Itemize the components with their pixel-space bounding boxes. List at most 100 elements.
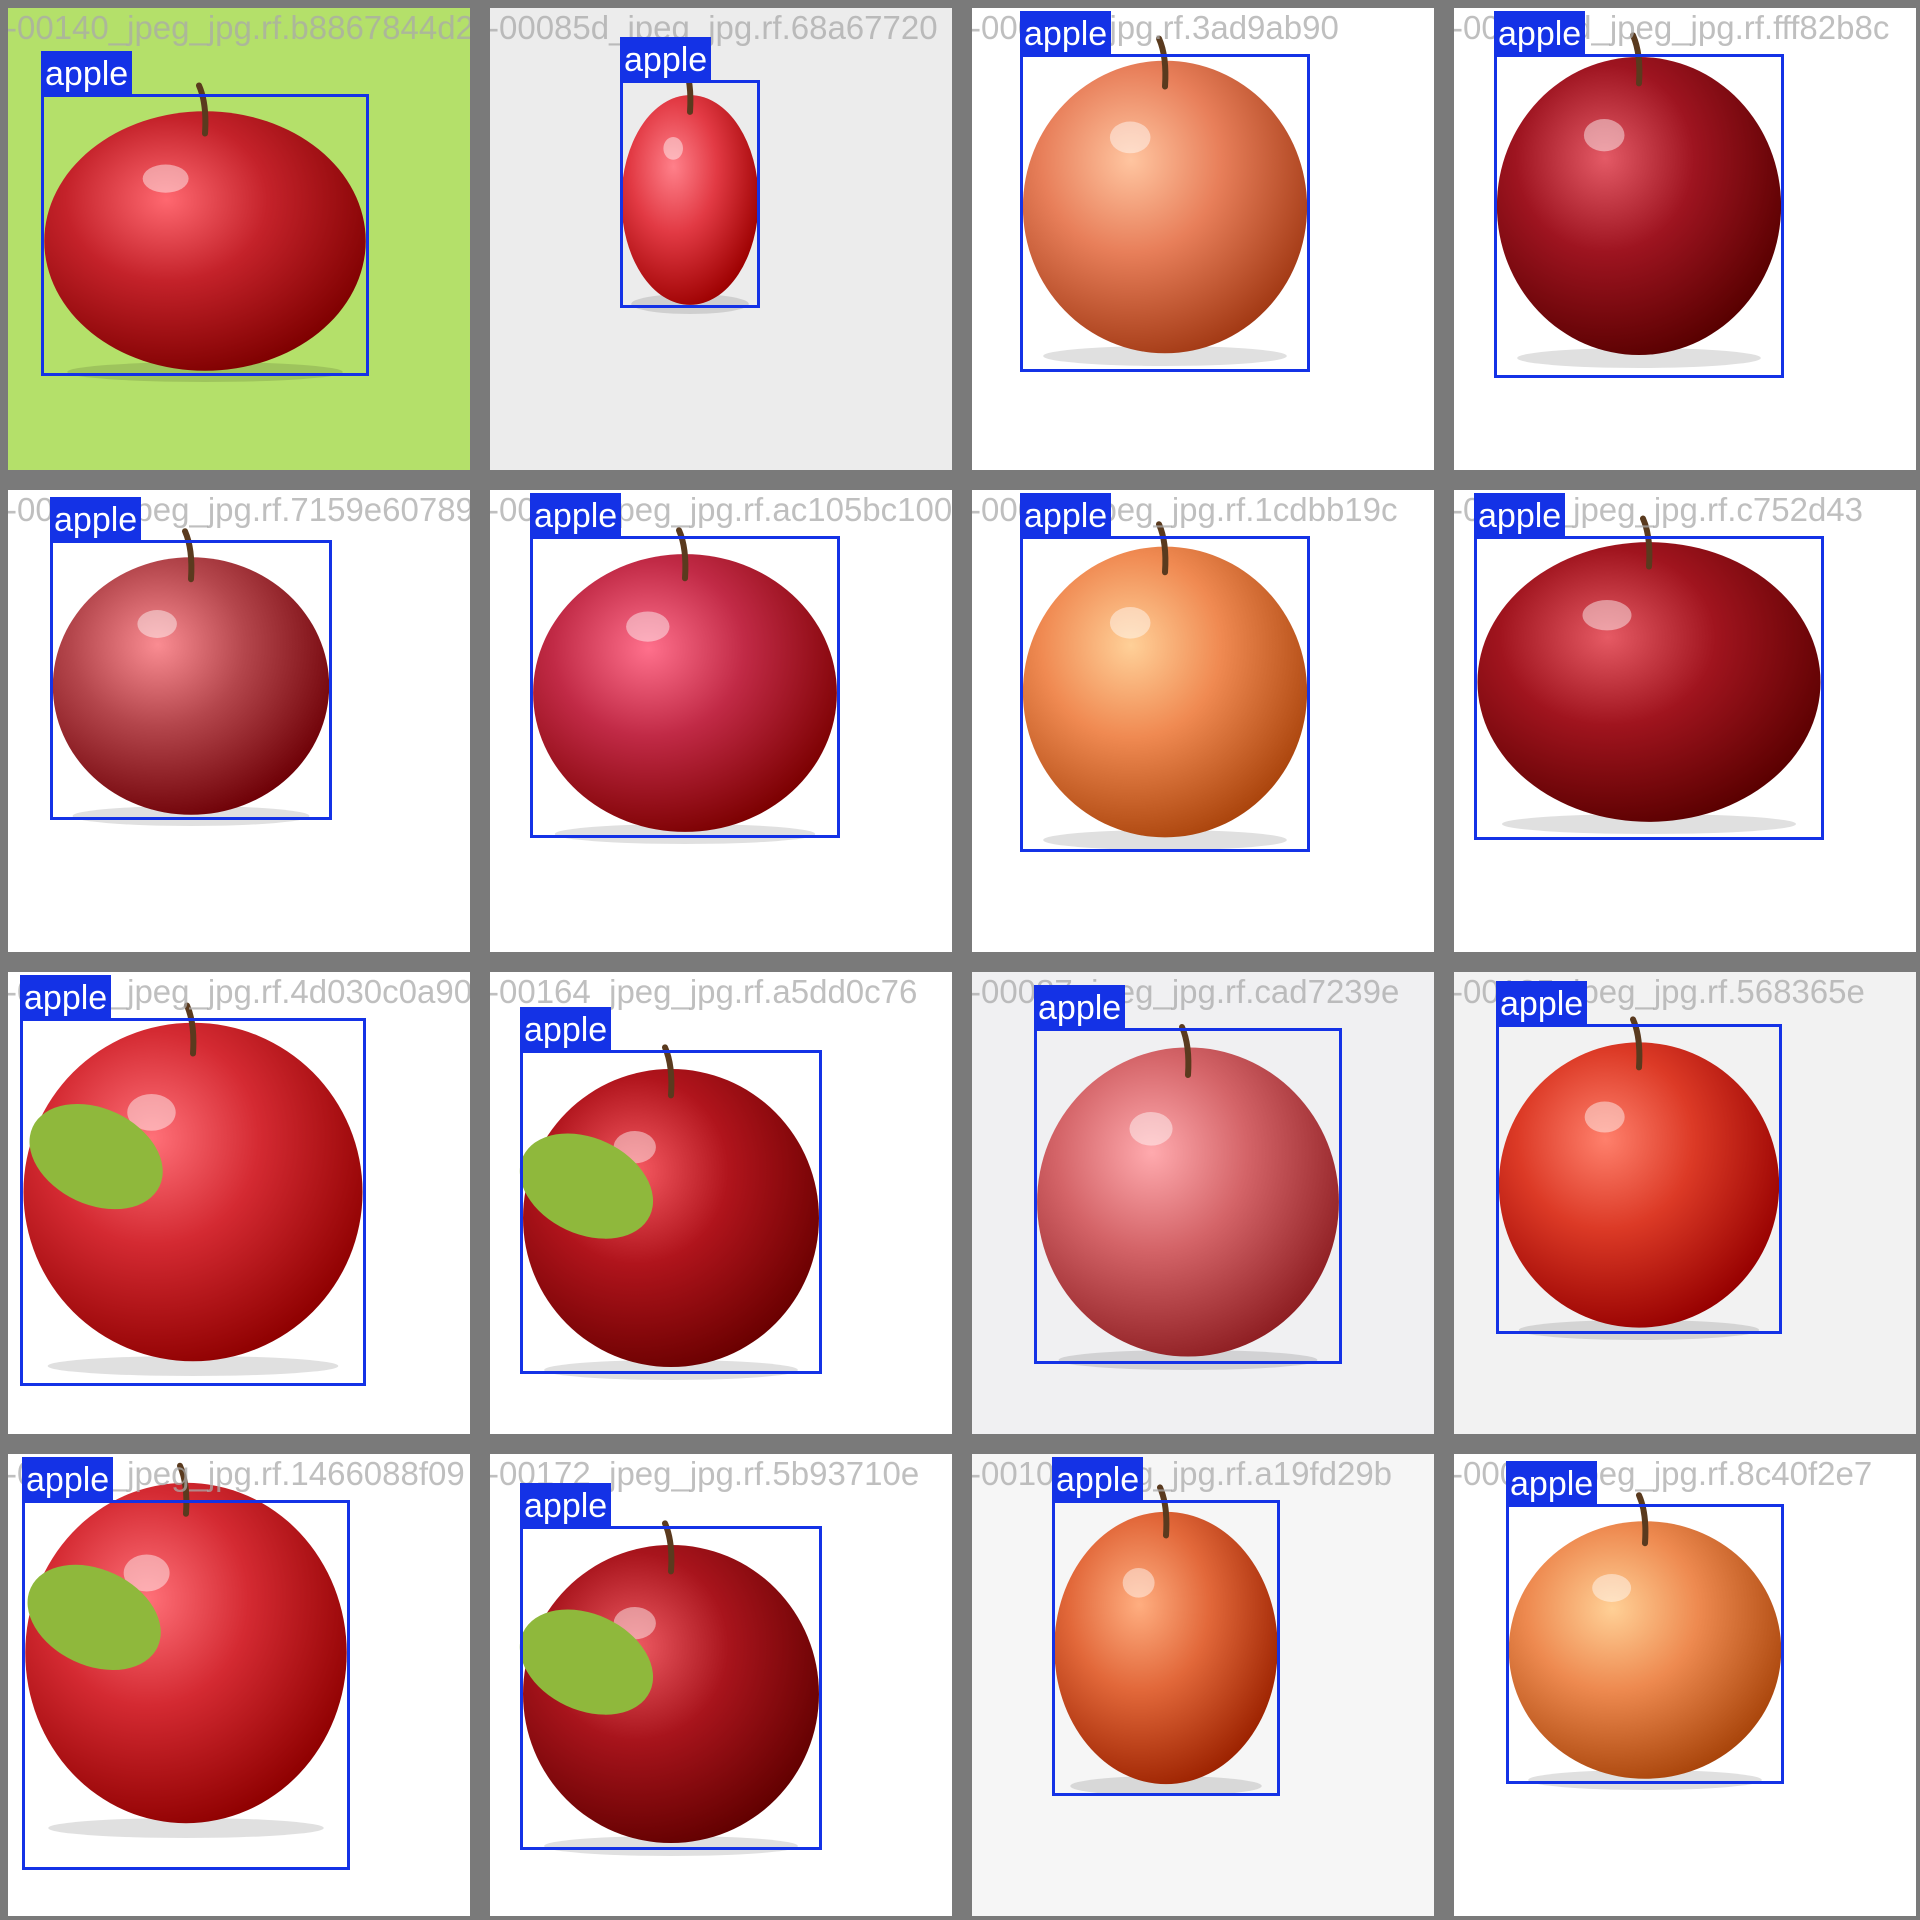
apple-shadow — [48, 1818, 324, 1838]
apple-shadow — [1043, 830, 1287, 850]
detection-box: apple — [1020, 493, 1310, 852]
image-tile: -00137_jpeg_jpg.rf.c752d43 apple — [1454, 490, 1916, 952]
leaf — [29, 1103, 163, 1210]
apple-stem — [182, 528, 195, 583]
detection-box: apple — [530, 493, 840, 838]
apple-shadow — [544, 1836, 798, 1856]
apple-body — [44, 111, 366, 371]
image-tile: -00164_jpeg_jpg.rf.a5dd0c76 apple — [490, 972, 952, 1434]
detection-box: apple — [22, 1457, 350, 1870]
detection-box: apple — [1494, 11, 1784, 378]
image-tile: -00103_jpeg_jpg.rf.7159e60789 apple — [8, 490, 470, 952]
detection-box: apple — [520, 1483, 822, 1850]
apple-highlight — [626, 611, 670, 642]
apple-stem — [1636, 1492, 1649, 1547]
apple-photo — [44, 82, 366, 382]
apple-photo — [1022, 35, 1308, 366]
image-tile: -00085d_jpeg_jpg.rf.68a67720 apple — [490, 8, 952, 470]
image-tile: -00134_jpeg_jpg.rf.1466088f09 apple — [8, 1454, 470, 1916]
apple-highlight — [663, 137, 683, 160]
apple-stem — [196, 82, 209, 137]
apple-shadow — [1517, 348, 1761, 368]
apple-photo — [1054, 1484, 1278, 1796]
detection-box: apple — [1020, 11, 1310, 372]
image-tile: -00087_jpeg_jpg.rf.cad7239e apple — [972, 972, 1434, 1434]
apple-stem — [676, 527, 689, 582]
detection-label: apple — [1052, 1457, 1144, 1503]
detection-label: apple — [1020, 11, 1112, 57]
leaf — [519, 1133, 654, 1239]
apple-photo — [533, 527, 837, 844]
image-tile: -00125_jpeg_jpg.rf.568365e apple — [1454, 972, 1916, 1434]
apple-body — [25, 1482, 347, 1824]
apple-body — [1022, 546, 1308, 838]
detection-label: apple — [1034, 985, 1126, 1031]
detection-label: apple — [41, 51, 133, 97]
detection-label: apple — [620, 37, 712, 83]
apple-body — [23, 1022, 363, 1362]
apple-stem — [1640, 515, 1653, 570]
detection-label: apple — [1506, 1461, 1598, 1507]
apple-highlight — [142, 164, 189, 193]
apple-highlight — [1109, 607, 1151, 639]
apple-body — [533, 554, 837, 832]
apple-highlight — [123, 1554, 170, 1592]
apple-stem — [1157, 1484, 1170, 1539]
apple-photo — [1477, 515, 1821, 834]
apple-shadow — [1058, 1350, 1318, 1370]
apple-shadow — [1528, 1770, 1762, 1790]
detection-box: apple — [20, 975, 366, 1386]
image-tile: -00093_jpeg_jpg.rf.8c40f2e7 apple — [1454, 1454, 1916, 1916]
detection-box: apple — [520, 1007, 822, 1374]
detection-box: apple — [1506, 1461, 1784, 1784]
apple-photo — [1037, 1024, 1339, 1370]
apple-highlight — [1584, 1101, 1625, 1133]
apple-body — [1496, 56, 1782, 356]
detection-label: apple — [520, 1483, 612, 1529]
apple-body — [1054, 1511, 1278, 1785]
image-tile: -00140_jpeg_jpg.rf.b8867844d2 apple — [8, 8, 470, 470]
apple-highlight — [137, 610, 177, 638]
detection-label: apple — [520, 1007, 612, 1053]
apple-shadow — [1043, 346, 1287, 366]
apple-photo — [1022, 521, 1308, 850]
apple-highlight — [127, 1094, 176, 1131]
detection-box: apple — [1034, 985, 1342, 1364]
detection-label: apple — [1474, 493, 1566, 539]
detection-label: apple — [1496, 981, 1588, 1027]
apple-stem — [177, 1462, 190, 1517]
detection-box: apple — [1474, 493, 1824, 840]
apple-shadow — [47, 1356, 339, 1376]
apple-body — [1508, 1521, 1782, 1779]
apple-body — [621, 95, 759, 305]
image-tile: -00058e_jpg.rf.3ad9ab90 apple — [972, 8, 1434, 470]
apple-highlight — [1122, 1568, 1155, 1598]
image-tile: -00033ed_jpeg_jpg.rf.fff82b8c apple — [1454, 8, 1916, 470]
apple-photo — [1498, 1016, 1780, 1340]
apple-photo — [621, 60, 759, 314]
apple-body — [1477, 542, 1821, 822]
apple-highlight — [1583, 119, 1625, 152]
apple-photo — [23, 1002, 363, 1376]
apple-shadow — [67, 362, 343, 382]
detection-label: apple — [530, 493, 622, 539]
detection-box: apple — [50, 497, 332, 820]
apple-highlight — [1109, 121, 1151, 154]
leaf — [27, 1564, 161, 1671]
apple-shadow — [544, 1360, 798, 1380]
apple-body — [1498, 1042, 1780, 1328]
apple-shadow — [1070, 1776, 1262, 1796]
detection-label: apple — [50, 497, 142, 543]
detection-label: apple — [1020, 493, 1112, 539]
detection-box: apple — [41, 51, 369, 376]
apple-stem — [1156, 35, 1169, 90]
apple-highlight — [1129, 1112, 1173, 1146]
image-tile: -00068_jpeg_jpg.rf.1cdbb19c apple — [972, 490, 1434, 952]
image-tile: -00128_jpeg_jpg.rf.ac105bc100 apple — [490, 490, 952, 952]
apple-body — [1037, 1047, 1339, 1357]
image-tile: -00172_jpeg_jpg.rf.5b93710e apple — [490, 1454, 952, 1916]
detection-label: apple — [20, 975, 112, 1021]
apple-stem — [1630, 1016, 1643, 1071]
detection-label: apple — [22, 1457, 114, 1503]
